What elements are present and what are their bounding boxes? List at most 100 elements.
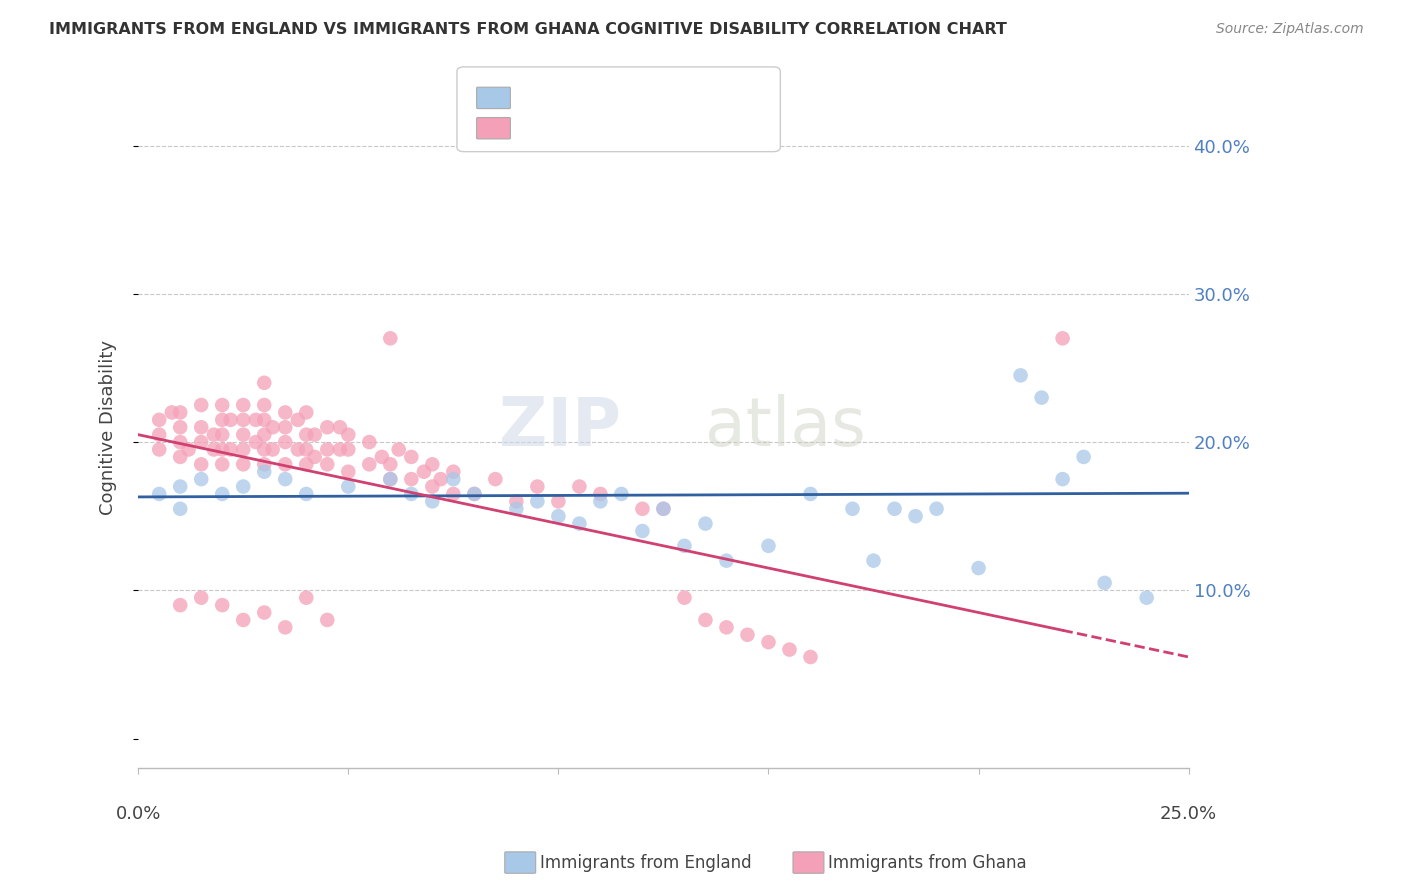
Point xyxy=(304,427,326,442)
Point xyxy=(253,465,276,479)
Point xyxy=(177,442,200,457)
Point xyxy=(841,501,863,516)
Point xyxy=(169,598,191,612)
Point xyxy=(380,458,402,472)
Point xyxy=(337,479,360,493)
Point xyxy=(967,561,990,575)
Point xyxy=(232,427,254,442)
Point xyxy=(232,442,254,457)
Point xyxy=(631,501,654,516)
Point xyxy=(316,458,339,472)
Point xyxy=(245,435,267,450)
Point xyxy=(673,539,696,553)
Text: Immigrants from England: Immigrants from England xyxy=(540,854,752,871)
Point xyxy=(295,591,318,605)
Point xyxy=(316,613,339,627)
Point xyxy=(388,442,411,457)
Point xyxy=(295,442,318,457)
Point xyxy=(211,427,233,442)
Point xyxy=(380,472,402,486)
Point xyxy=(337,427,360,442)
Point xyxy=(211,458,233,472)
Point xyxy=(337,442,360,457)
Point xyxy=(148,487,170,501)
Text: R =: R = xyxy=(520,117,554,135)
Point xyxy=(401,450,423,464)
Point xyxy=(1136,591,1159,605)
Point xyxy=(441,487,464,501)
Point xyxy=(148,427,170,442)
Text: 25.0%: 25.0% xyxy=(1160,805,1218,823)
Point xyxy=(190,398,212,412)
Point xyxy=(219,442,242,457)
Point xyxy=(274,620,297,634)
Point xyxy=(420,494,443,508)
Point xyxy=(758,635,780,649)
Point xyxy=(547,509,569,524)
Point xyxy=(441,472,464,486)
Point xyxy=(160,405,183,419)
Point xyxy=(211,598,233,612)
Point xyxy=(253,398,276,412)
Point xyxy=(359,458,381,472)
Point xyxy=(232,458,254,472)
Text: 0.051: 0.051 xyxy=(560,87,616,104)
Point xyxy=(211,442,233,457)
Point xyxy=(380,331,402,345)
Point xyxy=(420,479,443,493)
Point xyxy=(371,450,394,464)
Point xyxy=(253,606,276,620)
Point xyxy=(758,539,780,553)
Point xyxy=(211,487,233,501)
Point xyxy=(799,650,821,665)
Point xyxy=(1052,472,1074,486)
Point xyxy=(1052,331,1074,345)
Point xyxy=(401,487,423,501)
Point xyxy=(274,405,297,419)
Point xyxy=(274,435,297,450)
Point xyxy=(862,554,884,568)
Point xyxy=(253,427,276,442)
Y-axis label: Cognitive Disability: Cognitive Disability xyxy=(100,340,117,515)
Point xyxy=(716,554,738,568)
Point xyxy=(148,413,170,427)
Text: R =: R = xyxy=(520,87,554,104)
Point xyxy=(190,458,212,472)
Text: N =: N = xyxy=(605,87,638,104)
Point xyxy=(484,472,506,486)
Point xyxy=(463,487,485,501)
Point xyxy=(316,442,339,457)
Point xyxy=(799,487,821,501)
Text: Source: ZipAtlas.com: Source: ZipAtlas.com xyxy=(1216,22,1364,37)
Point xyxy=(695,516,717,531)
Text: N =: N = xyxy=(616,117,650,135)
Point xyxy=(232,479,254,493)
Point xyxy=(274,458,297,472)
Point xyxy=(274,420,297,434)
Point xyxy=(190,435,212,450)
Point xyxy=(779,642,801,657)
Text: Immigrants from Ghana: Immigrants from Ghana xyxy=(828,854,1026,871)
Point xyxy=(295,487,318,501)
Point xyxy=(169,450,191,464)
Point xyxy=(287,442,309,457)
Point xyxy=(295,405,318,419)
Point xyxy=(211,413,233,427)
Point xyxy=(262,420,284,434)
Point xyxy=(190,591,212,605)
Point xyxy=(429,472,451,486)
Point xyxy=(463,487,485,501)
Point xyxy=(1010,368,1032,383)
Point xyxy=(148,442,170,457)
Point xyxy=(925,501,948,516)
Point xyxy=(316,420,339,434)
Point xyxy=(420,458,443,472)
Point xyxy=(904,509,927,524)
Point xyxy=(568,479,591,493)
Text: IMMIGRANTS FROM ENGLAND VS IMMIGRANTS FROM GHANA COGNITIVE DISABILITY CORRELATIO: IMMIGRANTS FROM ENGLAND VS IMMIGRANTS FR… xyxy=(49,22,1007,37)
Point xyxy=(401,472,423,486)
Text: 97: 97 xyxy=(651,117,676,135)
Point xyxy=(505,501,527,516)
Point xyxy=(232,613,254,627)
Point xyxy=(262,442,284,457)
